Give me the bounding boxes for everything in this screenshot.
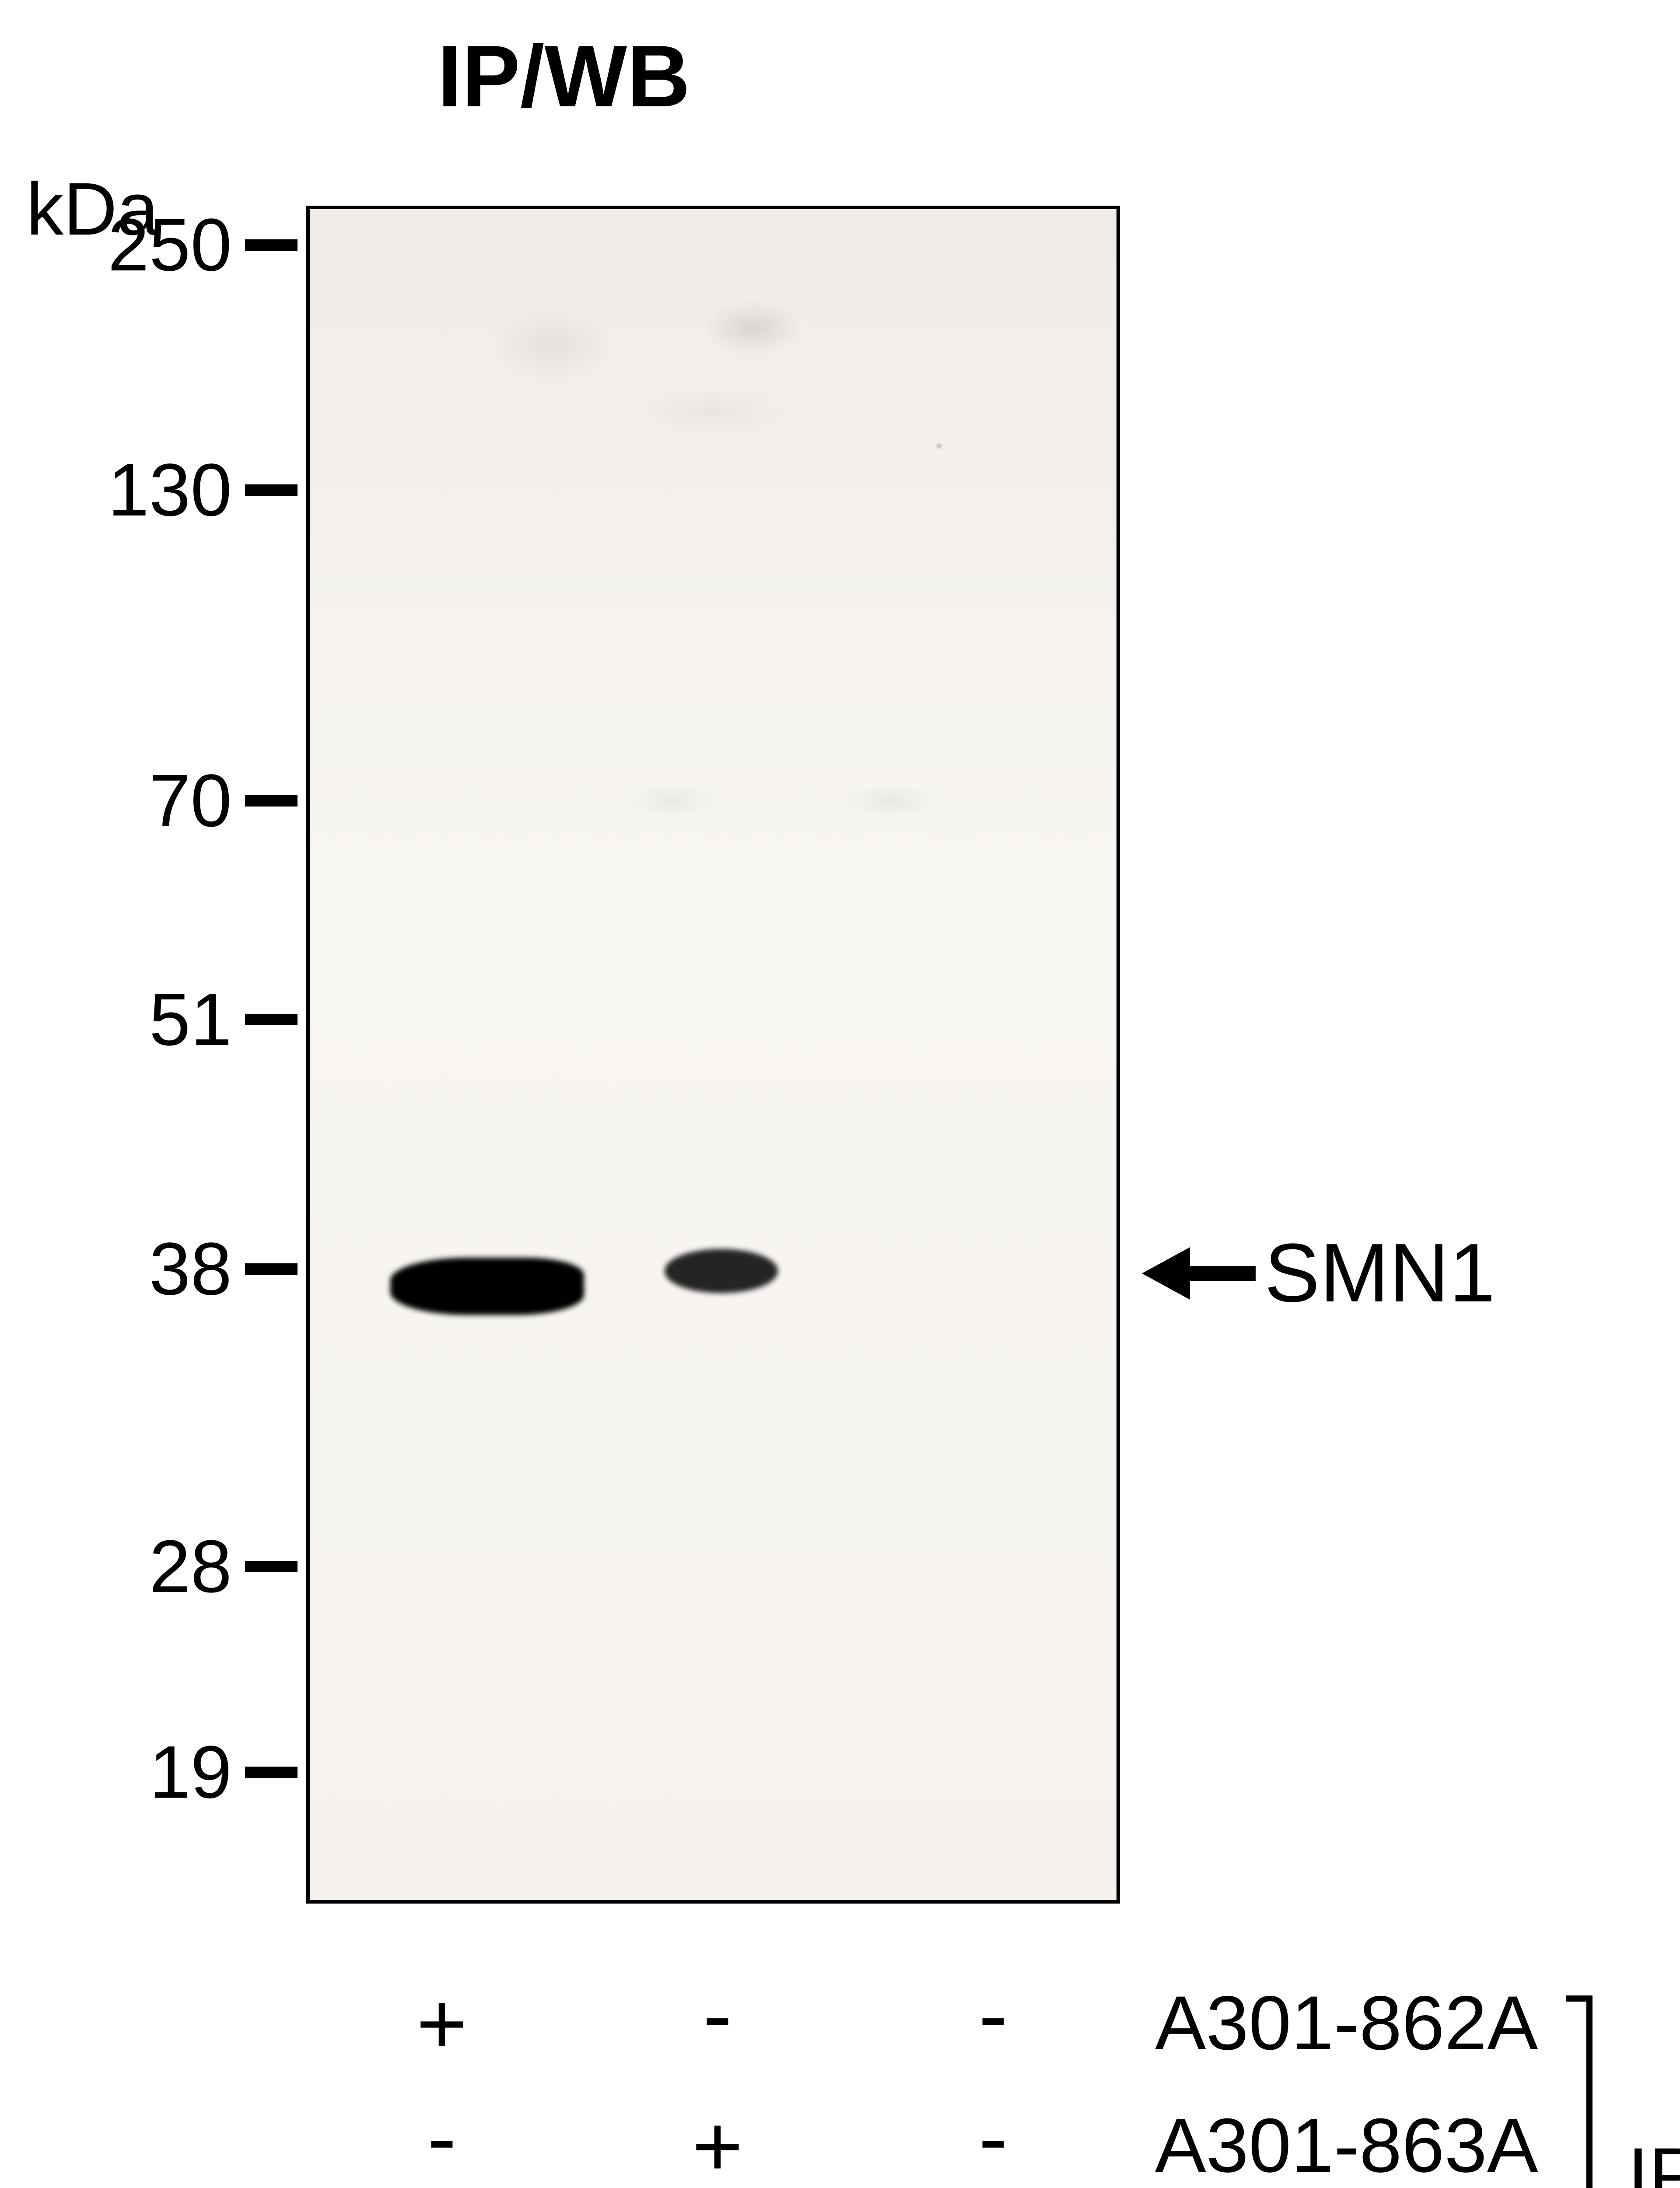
- target-band-arrow: [1142, 1238, 1256, 1308]
- mw-marker-19: 19: [0, 1735, 298, 1809]
- mw-marker-130: 130: [0, 453, 298, 527]
- ip-group-label: IP: [1628, 2131, 1680, 2188]
- mw-marker-tick: [245, 1767, 298, 1778]
- lane-sign-r0-c1: -: [669, 1965, 766, 2065]
- blot-background-noise: [310, 209, 1116, 1900]
- arrow-left-icon: [1142, 1238, 1256, 1308]
- figure-title: IP/WB: [438, 26, 690, 127]
- mw-marker-value: 51: [149, 977, 232, 1062]
- mw-marker-51: 51: [0, 982, 298, 1057]
- blot-membrane: [306, 206, 1120, 1904]
- mw-marker-tick: [245, 484, 298, 496]
- mw-marker-tick: [245, 1014, 298, 1025]
- lane-sign-r0-c0: +: [394, 1974, 490, 2074]
- mw-marker-tick: [245, 239, 298, 251]
- target-band-label: SMN1: [1264, 1225, 1495, 1321]
- mw-marker-value: 38: [149, 1226, 232, 1312]
- ip-group-bracket: [1566, 1995, 1592, 2188]
- mw-marker-value: 250: [108, 202, 232, 288]
- mw-marker-38: 38: [0, 1232, 298, 1306]
- mw-marker-value: 19: [149, 1729, 232, 1815]
- lane-sign-r1-c1: +: [669, 2096, 766, 2188]
- mw-marker-28: 28: [0, 1529, 298, 1604]
- mw-marker-tick: [245, 1561, 298, 1572]
- mw-marker-tick: [245, 1263, 298, 1275]
- ip-row-label-0: A301-862A: [1155, 1979, 1538, 2067]
- mw-marker-70: 70: [0, 764, 298, 838]
- lane-sign-r1-c2: -: [945, 2087, 1041, 2188]
- mw-marker-tick: [245, 795, 298, 806]
- lane-sign-r1-c0: -: [394, 2087, 490, 2188]
- mw-marker-value: 130: [108, 447, 232, 533]
- protein-band-lane-0: [390, 1258, 584, 1315]
- mw-marker-value: 28: [149, 1524, 232, 1609]
- mw-marker-250: 250: [0, 208, 298, 282]
- mw-marker-value: 70: [149, 758, 232, 844]
- figure-root: IP/WB kDa 2501307051382819 SMN1 +--A301-…: [0, 0, 1680, 2188]
- ip-row-label-1: A301-863A: [1155, 2102, 1538, 2188]
- protein-band-lane-1: [665, 1249, 777, 1293]
- lane-sign-r0-c2: -: [945, 1965, 1041, 2065]
